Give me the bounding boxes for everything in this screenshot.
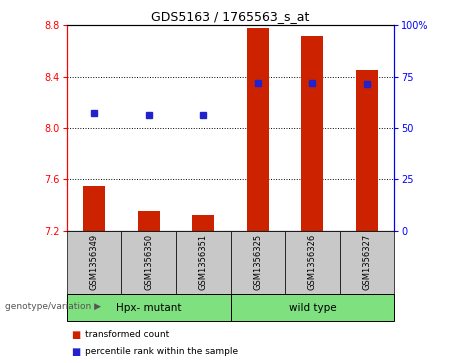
Bar bbox=[230, 294, 394, 321]
Bar bbox=[176, 231, 230, 294]
Bar bbox=[138, 211, 160, 231]
Text: transformed count: transformed count bbox=[85, 330, 170, 339]
Text: ■: ■ bbox=[71, 347, 81, 357]
Text: GSM1356326: GSM1356326 bbox=[308, 234, 317, 290]
Title: GDS5163 / 1765563_s_at: GDS5163 / 1765563_s_at bbox=[151, 10, 310, 23]
Bar bbox=[356, 70, 378, 231]
Text: GSM1356350: GSM1356350 bbox=[144, 234, 153, 290]
Text: GSM1356327: GSM1356327 bbox=[362, 234, 372, 290]
Text: GSM1356351: GSM1356351 bbox=[199, 234, 208, 290]
Text: ■: ■ bbox=[71, 330, 81, 340]
Text: Hpx- mutant: Hpx- mutant bbox=[116, 303, 182, 313]
Bar bbox=[192, 215, 214, 231]
Bar bbox=[301, 36, 323, 231]
Bar bbox=[247, 28, 269, 231]
Text: GSM1356325: GSM1356325 bbox=[253, 234, 262, 290]
Bar bbox=[83, 185, 105, 231]
Text: wild type: wild type bbox=[289, 303, 336, 313]
Bar bbox=[67, 294, 230, 321]
Bar bbox=[340, 231, 394, 294]
Bar bbox=[285, 231, 340, 294]
Bar bbox=[230, 231, 285, 294]
Text: genotype/variation ▶: genotype/variation ▶ bbox=[5, 302, 100, 311]
Bar bbox=[121, 231, 176, 294]
Text: percentile rank within the sample: percentile rank within the sample bbox=[85, 347, 238, 356]
Bar bbox=[67, 231, 121, 294]
Text: GSM1356349: GSM1356349 bbox=[89, 234, 99, 290]
